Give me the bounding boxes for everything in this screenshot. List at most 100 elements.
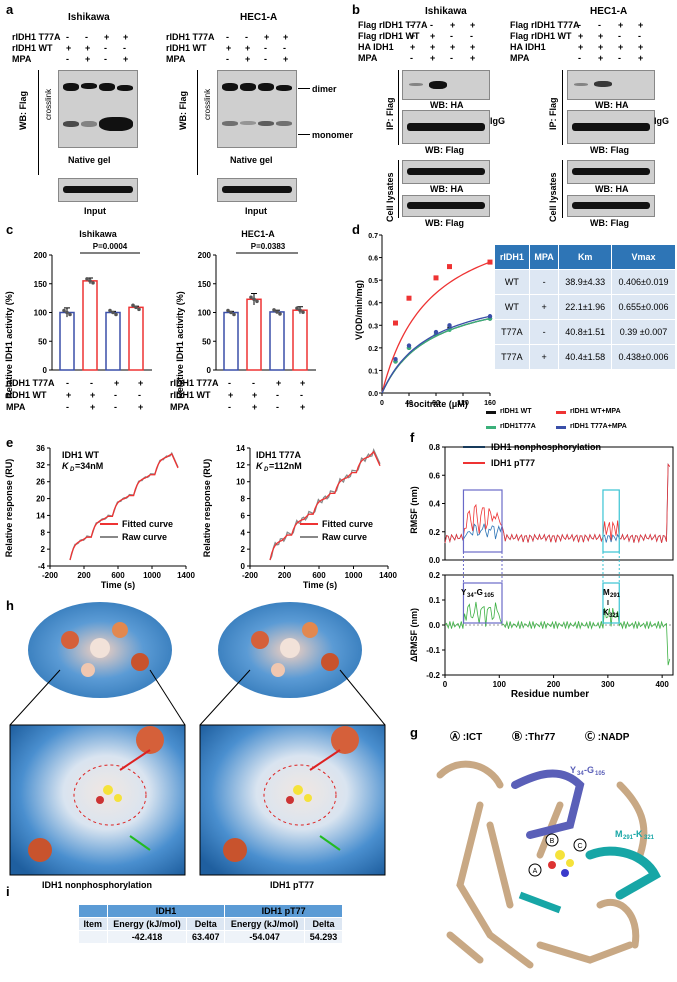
sign-cell: + (228, 390, 234, 400)
dimer-label: dimer (312, 84, 337, 94)
e-kd-1: =34nM (75, 461, 103, 471)
sign-row-label: MPA (170, 402, 190, 412)
d-point (433, 275, 439, 281)
kin-cell: 0.406±0.019 (611, 269, 676, 295)
e-ylabel-2: Relative response (RU) (202, 459, 212, 558)
f-line-pt77 (444, 463, 671, 544)
sign-cell: - (85, 32, 88, 42)
sign-row-label: rIDH1 T77A (12, 32, 61, 42)
sign-cell: + (470, 53, 476, 63)
sign-cell: + (578, 42, 584, 52)
c-bar (292, 309, 308, 371)
sign-cell: + (598, 31, 604, 41)
e-xtick: 200 (77, 571, 91, 580)
e-raw-2: Raw curve (322, 532, 367, 542)
native-gel-blot-1 (58, 70, 138, 148)
crosslink-a1: crosslink (44, 88, 53, 120)
f-ytick-2: -0.1 (426, 646, 440, 655)
i-item: Item (78, 917, 108, 931)
f-xtick: 400 (655, 680, 669, 689)
c-point (295, 306, 299, 310)
input-blot-2 (217, 178, 297, 202)
lys-ha-blot-1 (402, 160, 490, 184)
c-p-2: P=0.0383 (251, 242, 286, 251)
cell-hec1a: HEC1-A (240, 12, 278, 23)
i-delta-1: Delta (186, 917, 226, 931)
c-point (65, 310, 69, 315)
sign-cell: + (450, 42, 456, 52)
i-h2: IDH1 pT77 (224, 904, 343, 918)
c-ytick: 100 (34, 309, 48, 318)
e-xtick: 600 (111, 571, 125, 580)
svg-text:D: D (70, 467, 75, 473)
svg-text:291: 291 (610, 593, 621, 599)
c-bar (223, 311, 239, 371)
i-energy-2: Energy (kJ/mol) (224, 917, 305, 931)
d-point (406, 343, 412, 348)
sign-cell: - (430, 20, 433, 30)
e-fitted-curve (69, 453, 179, 561)
d-legend-entry: rIDH1T77A (500, 423, 536, 430)
f-region-1: Y (461, 588, 467, 597)
panel-e-chart: Relative response (RU) Relative response… (4, 444, 397, 590)
c-point (88, 279, 92, 283)
d-point (433, 329, 439, 335)
sign-cell: + (638, 53, 644, 63)
d-point (393, 320, 398, 326)
kin-cell: + (528, 344, 560, 370)
f-xtick: 300 (601, 680, 615, 689)
c-ylabel-1: Relative IDH1 activity (%) (4, 291, 14, 399)
b-lys-1: Cell lysates (385, 172, 395, 222)
sign-cell: - (138, 390, 141, 400)
i-v1: -42.418 (106, 930, 188, 944)
sign-row-label: HA IDH1 (510, 42, 546, 52)
e-ytick: 2 (241, 545, 246, 554)
c-ylabel-2: Relative IDH1 activity (%) (175, 291, 185, 399)
c-point (252, 297, 256, 302)
c-title-2: HEC1-A (241, 229, 275, 239)
panel-g-letter: g (410, 725, 418, 740)
f-ytick-1: 0.2 (429, 528, 441, 537)
e-kd-k-1: K (62, 461, 70, 471)
d-legend-swatch (556, 426, 566, 429)
sign-cell: - (228, 402, 231, 412)
f-ylabel-2: ΔRMSF (nm) (409, 608, 419, 662)
b-wbha-2: WB: HA (430, 184, 464, 194)
c-point (275, 310, 279, 314)
native-gel-blot-2 (217, 70, 297, 148)
b-igg-2: IgG (654, 116, 669, 126)
b-igg-1: IgG (490, 116, 505, 126)
kin-cell: + (528, 294, 560, 320)
d-legend-entry: rIDH1 WT (500, 408, 532, 415)
f-xtick: 200 (547, 680, 561, 689)
b-lys-2: Cell lysates (548, 172, 558, 222)
kin-cell: Km (558, 244, 613, 270)
sign-cell: - (252, 378, 255, 388)
d-xtick: 120 (457, 400, 469, 407)
sign-cell: - (66, 54, 69, 64)
cell-b-ishikawa: Ishikawa (425, 6, 467, 17)
d-point (487, 259, 493, 265)
c-title-1: Ishikawa (79, 229, 118, 239)
sign-row-label: rIDH1 T77A (6, 378, 55, 388)
sign-cell: + (470, 20, 476, 30)
sign-cell: - (226, 54, 229, 64)
sign-cell: + (578, 31, 584, 41)
kin-cell: 0.655±0.006 (611, 294, 676, 320)
sign-cell: - (228, 378, 231, 388)
sign-cell: + (90, 402, 96, 412)
kin-cell: 22.1±1.96 (558, 294, 613, 320)
e-xtick: 1000 (345, 571, 363, 580)
g-legend-c: Ⓒ :NADP (585, 732, 630, 743)
svg-text:321: 321 (609, 613, 620, 619)
sign-cell: - (264, 54, 267, 64)
sign-cell: + (618, 42, 624, 52)
ip-flag-blot-2 (567, 110, 655, 144)
lys-ha-blot-2 (567, 160, 655, 184)
c-bar (269, 311, 285, 371)
c-p-1: P=0.0004 (93, 242, 128, 251)
c-ytick: 50 (202, 337, 211, 346)
sign-cell: - (618, 53, 621, 63)
kin-cell: WT (494, 269, 530, 295)
sign-cell: - (114, 402, 117, 412)
